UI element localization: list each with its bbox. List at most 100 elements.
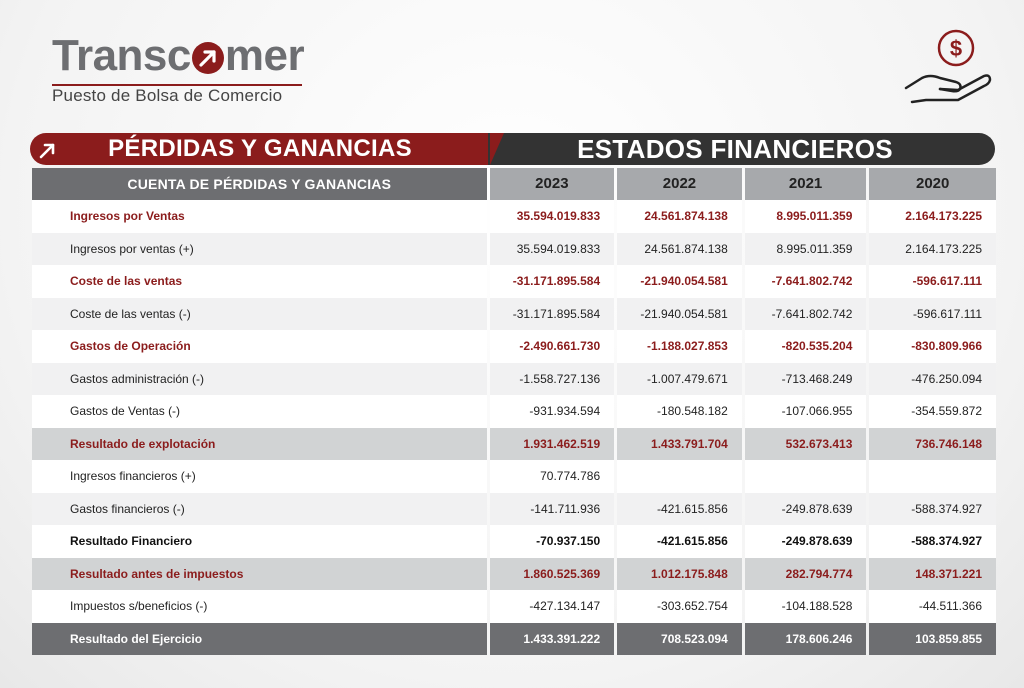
cell-value: 1.433.791.704 bbox=[617, 427, 742, 460]
cell-value: -588.374.927 bbox=[869, 492, 996, 525]
cell-value: 2.164.173.225 bbox=[869, 232, 996, 265]
cell-value: 1.860.525.369 bbox=[489, 557, 615, 590]
row-label: Ingresos por ventas (+) bbox=[32, 232, 487, 265]
cell-value: 8.995.011.359 bbox=[744, 232, 867, 265]
cell-value: -7.641.802.742 bbox=[744, 265, 867, 298]
table-row: Ingresos por Ventas 35.594.019.833 24.56… bbox=[32, 200, 996, 233]
cell-value: 148.371.221 bbox=[869, 557, 996, 590]
cell-value: -931.934.594 bbox=[489, 395, 615, 428]
table-row: Resultado Financiero -70.937.150 -421.61… bbox=[32, 525, 996, 558]
cell-value: -180.548.182 bbox=[617, 395, 742, 428]
row-label: Coste de las ventas (-) bbox=[32, 297, 487, 330]
table-row: Coste de las ventas (-) -31.171.895.584 … bbox=[32, 297, 996, 330]
cell-value: -31.171.895.584 bbox=[489, 265, 615, 298]
cell-value: -596.617.111 bbox=[869, 297, 996, 330]
cell-value: -31.171.895.584 bbox=[489, 297, 615, 330]
row-label: Resultado Financiero bbox=[32, 525, 487, 558]
table-row: Coste de las ventas -31.171.895.584 -21.… bbox=[32, 265, 996, 298]
cell-value: -44.511.366 bbox=[869, 590, 996, 623]
cell-value: -2.490.661.730 bbox=[489, 330, 615, 363]
table-row: Gastos de Ventas (-) -931.934.594 -180.5… bbox=[32, 395, 996, 428]
income-statement-table: CUENTA DE PÉRDIDAS Y GANANCIAS 2023 2022… bbox=[32, 168, 996, 655]
cell-value: -21.940.054.581 bbox=[617, 297, 742, 330]
cell-value: -141.711.936 bbox=[489, 492, 615, 525]
cell-value: -421.615.856 bbox=[617, 525, 742, 558]
cell-value: 1.433.391.222 bbox=[489, 622, 615, 655]
cell-value: -303.652.754 bbox=[617, 590, 742, 623]
table-row: Ingresos por ventas (+) 35.594.019.833 2… bbox=[32, 232, 996, 265]
cell-value bbox=[744, 460, 867, 493]
cell-value: -7.641.802.742 bbox=[744, 297, 867, 330]
column-header-year: 2021 bbox=[744, 168, 867, 200]
cell-value: -354.559.872 bbox=[869, 395, 996, 428]
cell-value: 2.164.173.225 bbox=[869, 200, 996, 233]
column-header-account: CUENTA DE PÉRDIDAS Y GANANCIAS bbox=[32, 168, 487, 200]
cell-value: -427.134.147 bbox=[489, 590, 615, 623]
table-row: Ingresos financieros (+) 70.774.786 bbox=[32, 460, 996, 493]
cell-value: -421.615.856 bbox=[617, 492, 742, 525]
table-row: Resultado antes de impuestos 1.860.525.3… bbox=[32, 557, 996, 590]
column-header-year: 2022 bbox=[617, 168, 742, 200]
cell-value: 736.746.148 bbox=[869, 427, 996, 460]
cell-value: -588.374.927 bbox=[869, 525, 996, 558]
row-label: Impuestos s/beneficios (-) bbox=[32, 590, 487, 623]
table-row: Gastos financieros (-) -141.711.936 -421… bbox=[32, 492, 996, 525]
cell-value: -70.937.150 bbox=[489, 525, 615, 558]
row-label: Gastos financieros (-) bbox=[32, 492, 487, 525]
cell-value: -21.940.054.581 bbox=[617, 265, 742, 298]
cell-value: -596.617.111 bbox=[869, 265, 996, 298]
cell-value: 178.606.246 bbox=[744, 622, 867, 655]
cell-value bbox=[617, 460, 742, 493]
cell-value: 532.673.413 bbox=[744, 427, 867, 460]
cell-value: -1.007.479.671 bbox=[617, 362, 742, 395]
table-row: Gastos administración (-) -1.558.727.136… bbox=[32, 362, 996, 395]
cell-value: -249.878.639 bbox=[744, 525, 867, 558]
cell-value: -1.188.027.853 bbox=[617, 330, 742, 363]
row-label: Gastos de Ventas (-) bbox=[32, 395, 487, 428]
row-label: Ingresos financieros (+) bbox=[32, 460, 487, 493]
cell-value: -476.250.094 bbox=[869, 362, 996, 395]
cell-value: 8.995.011.359 bbox=[744, 200, 867, 233]
table-row: Gastos de Operación -2.490.661.730 -1.18… bbox=[32, 330, 996, 363]
cell-value: 1.012.175.848 bbox=[617, 557, 742, 590]
cell-value: -104.188.528 bbox=[744, 590, 867, 623]
row-label: Resultado de explotación bbox=[32, 427, 487, 460]
cell-value: -830.809.966 bbox=[869, 330, 996, 363]
row-label: Resultado del Ejercicio bbox=[32, 622, 487, 655]
banner-right bbox=[488, 133, 995, 165]
brand-subtitle: Puesto de Bolsa de Comercio bbox=[52, 86, 283, 105]
column-header-year: 2020 bbox=[869, 168, 996, 200]
table-row-total: Resultado del Ejercicio 1.433.391.222 70… bbox=[32, 622, 996, 655]
cell-value: -107.066.955 bbox=[744, 395, 867, 428]
svg-text:$: $ bbox=[950, 36, 962, 61]
brand-logo: Transc mer Puesto de Bolsa de Comercio bbox=[52, 34, 312, 106]
logo-divider bbox=[52, 84, 302, 86]
cell-value: 282.794.774 bbox=[744, 557, 867, 590]
banner-divider bbox=[490, 133, 504, 165]
cell-value: -249.878.639 bbox=[744, 492, 867, 525]
cell-value: 24.561.874.138 bbox=[617, 200, 742, 233]
table-row: Resultado de explotación 1.931.462.519 1… bbox=[32, 427, 996, 460]
cell-value: 35.594.019.833 bbox=[489, 232, 615, 265]
row-label: Resultado antes de impuestos bbox=[32, 557, 487, 590]
cell-value: 35.594.019.833 bbox=[489, 200, 615, 233]
money-hand-icon: $ bbox=[904, 29, 992, 104]
cell-value: -820.535.204 bbox=[744, 330, 867, 363]
row-label: Coste de las ventas bbox=[32, 265, 487, 298]
arrow-up-right-icon bbox=[191, 42, 224, 74]
brand-name: Transc mer bbox=[52, 34, 312, 78]
section-title: PÉRDIDAS Y GANANCIAS bbox=[108, 135, 412, 162]
cell-value bbox=[869, 460, 996, 493]
row-label: Gastos de Operación bbox=[32, 330, 487, 363]
arrow-up-right-icon bbox=[39, 143, 55, 159]
cell-value: 70.774.786 bbox=[489, 460, 615, 493]
row-label: Gastos administración (-) bbox=[32, 362, 487, 395]
page-title: ESTADOS FINANCIEROS bbox=[577, 134, 893, 164]
cell-value: 1.931.462.519 bbox=[489, 427, 615, 460]
banner-left bbox=[30, 133, 500, 165]
cell-value: -1.558.727.136 bbox=[489, 362, 615, 395]
table-row: Impuestos s/beneficios (-) -427.134.147 … bbox=[32, 590, 996, 623]
brand-name-part2: mer bbox=[224, 31, 305, 80]
cell-value: 103.859.855 bbox=[869, 622, 996, 655]
row-label: Ingresos por Ventas bbox=[32, 200, 487, 233]
